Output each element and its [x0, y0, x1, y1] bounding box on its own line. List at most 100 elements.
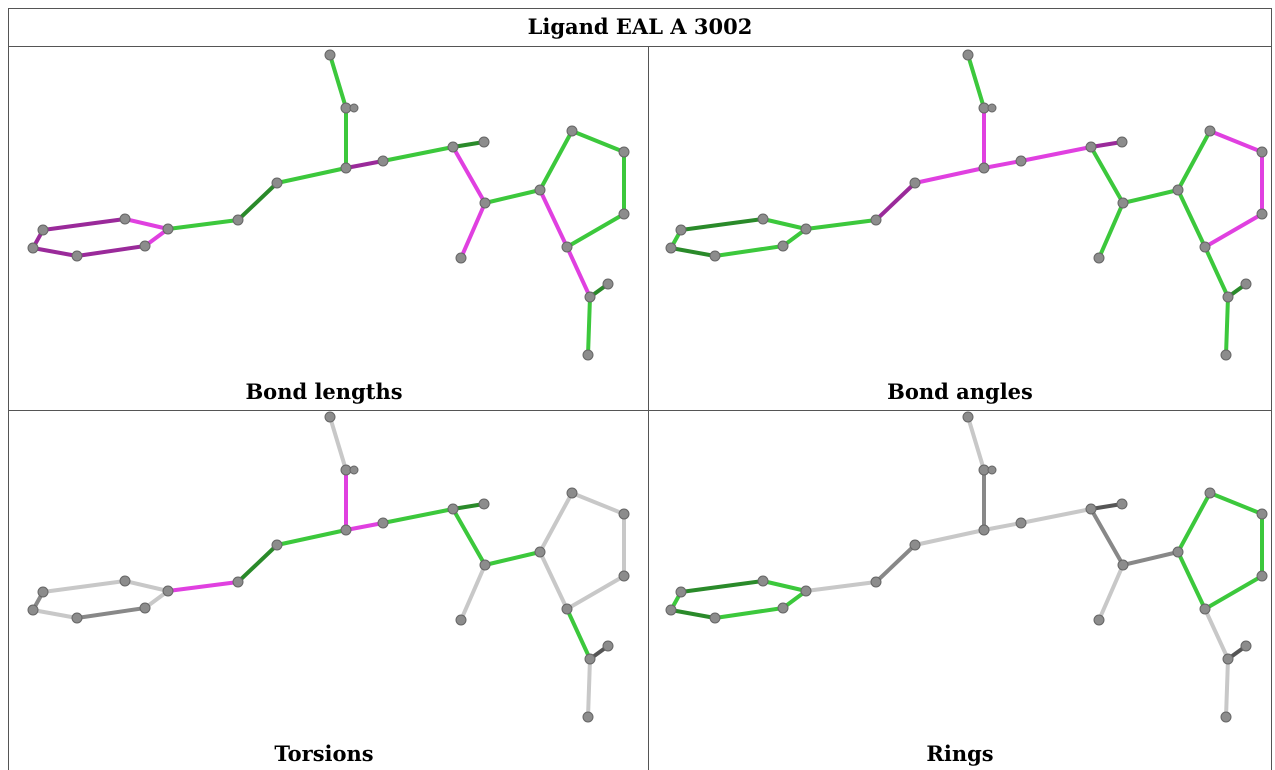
- atom: [1117, 137, 1127, 147]
- bond: [763, 219, 806, 229]
- bond: [238, 183, 277, 220]
- atom: [1173, 185, 1183, 195]
- atom: [567, 126, 577, 136]
- atom: [1094, 253, 1104, 263]
- atom: [585, 292, 595, 302]
- bond: [485, 190, 540, 203]
- bond: [461, 565, 485, 620]
- bond: [277, 168, 346, 183]
- atom: [583, 712, 593, 722]
- atom: [1221, 712, 1231, 722]
- bond: [1099, 203, 1123, 258]
- bond: [968, 417, 984, 470]
- atom: [1241, 279, 1251, 289]
- atom: [871, 215, 881, 225]
- table-title: Ligand EAL A 3002: [528, 14, 753, 39]
- bond: [1210, 493, 1262, 514]
- bond: [1178, 131, 1210, 190]
- figure: Ligand EAL A 3002 Bond lengths Bond angl…: [0, 0, 1275, 770]
- atom: [979, 525, 989, 535]
- atom: [1016, 156, 1026, 166]
- atom: [341, 163, 351, 173]
- atom: [120, 214, 130, 224]
- atom: [1117, 499, 1127, 509]
- bond: [330, 417, 346, 470]
- bond: [984, 523, 1021, 530]
- bond: [681, 219, 763, 230]
- atom: [910, 540, 920, 550]
- atom: [480, 198, 490, 208]
- bond: [715, 608, 783, 618]
- atom: [72, 251, 82, 261]
- atom: [456, 615, 466, 625]
- atom: [1118, 198, 1128, 208]
- atom: [535, 547, 545, 557]
- table-border: [9, 9, 1272, 770]
- bond: [876, 183, 915, 220]
- atom: [28, 605, 38, 615]
- atom: [1221, 350, 1231, 360]
- bond: [125, 581, 168, 591]
- atom: [272, 540, 282, 550]
- bond: [968, 55, 984, 108]
- bond: [77, 608, 145, 618]
- bond: [77, 246, 145, 256]
- atom: [1257, 209, 1267, 219]
- atom: [1257, 147, 1267, 157]
- atom: [988, 104, 996, 112]
- atom: [350, 466, 358, 474]
- bond: [1178, 552, 1205, 609]
- bond: [1205, 247, 1228, 297]
- panel-label: Torsions: [274, 741, 373, 766]
- atom: [341, 525, 351, 535]
- bond: [1123, 190, 1178, 203]
- bond: [540, 552, 567, 609]
- bond: [461, 203, 485, 258]
- atom: [1200, 242, 1210, 252]
- bond: [453, 147, 485, 203]
- bond: [540, 131, 572, 190]
- bond: [1091, 147, 1123, 203]
- atom: [480, 560, 490, 570]
- atom: [1200, 604, 1210, 614]
- bond: [915, 168, 984, 183]
- bond: [681, 581, 763, 592]
- atom: [163, 586, 173, 596]
- molecule: [28, 50, 629, 360]
- molecule: [28, 412, 629, 722]
- atom: [448, 142, 458, 152]
- bond: [33, 248, 77, 256]
- atom: [456, 253, 466, 263]
- bond: [1226, 659, 1228, 717]
- atom: [603, 641, 613, 651]
- bond: [567, 609, 590, 659]
- atom: [1241, 641, 1251, 651]
- atom: [1257, 509, 1267, 519]
- bond: [168, 220, 238, 229]
- atom: [619, 209, 629, 219]
- atom: [1016, 518, 1026, 528]
- bond: [572, 131, 624, 152]
- atom: [272, 178, 282, 188]
- atom: [567, 488, 577, 498]
- bond: [1123, 552, 1178, 565]
- panel-label: Bond angles: [887, 379, 1033, 404]
- bond: [671, 610, 715, 618]
- molecules: [28, 50, 1267, 722]
- atom: [535, 185, 545, 195]
- atom: [758, 576, 768, 586]
- bond: [1021, 509, 1091, 523]
- bond: [277, 530, 346, 545]
- bond: [1205, 576, 1262, 609]
- bond: [1021, 147, 1091, 161]
- atom: [585, 654, 595, 664]
- bond: [567, 576, 624, 609]
- bond: [1226, 297, 1228, 355]
- atom: [163, 224, 173, 234]
- bond: [715, 246, 783, 256]
- atom: [479, 499, 489, 509]
- bond: [238, 545, 277, 582]
- panel-label: Bond lengths: [245, 379, 402, 404]
- bond: [33, 610, 77, 618]
- bond: [763, 581, 806, 591]
